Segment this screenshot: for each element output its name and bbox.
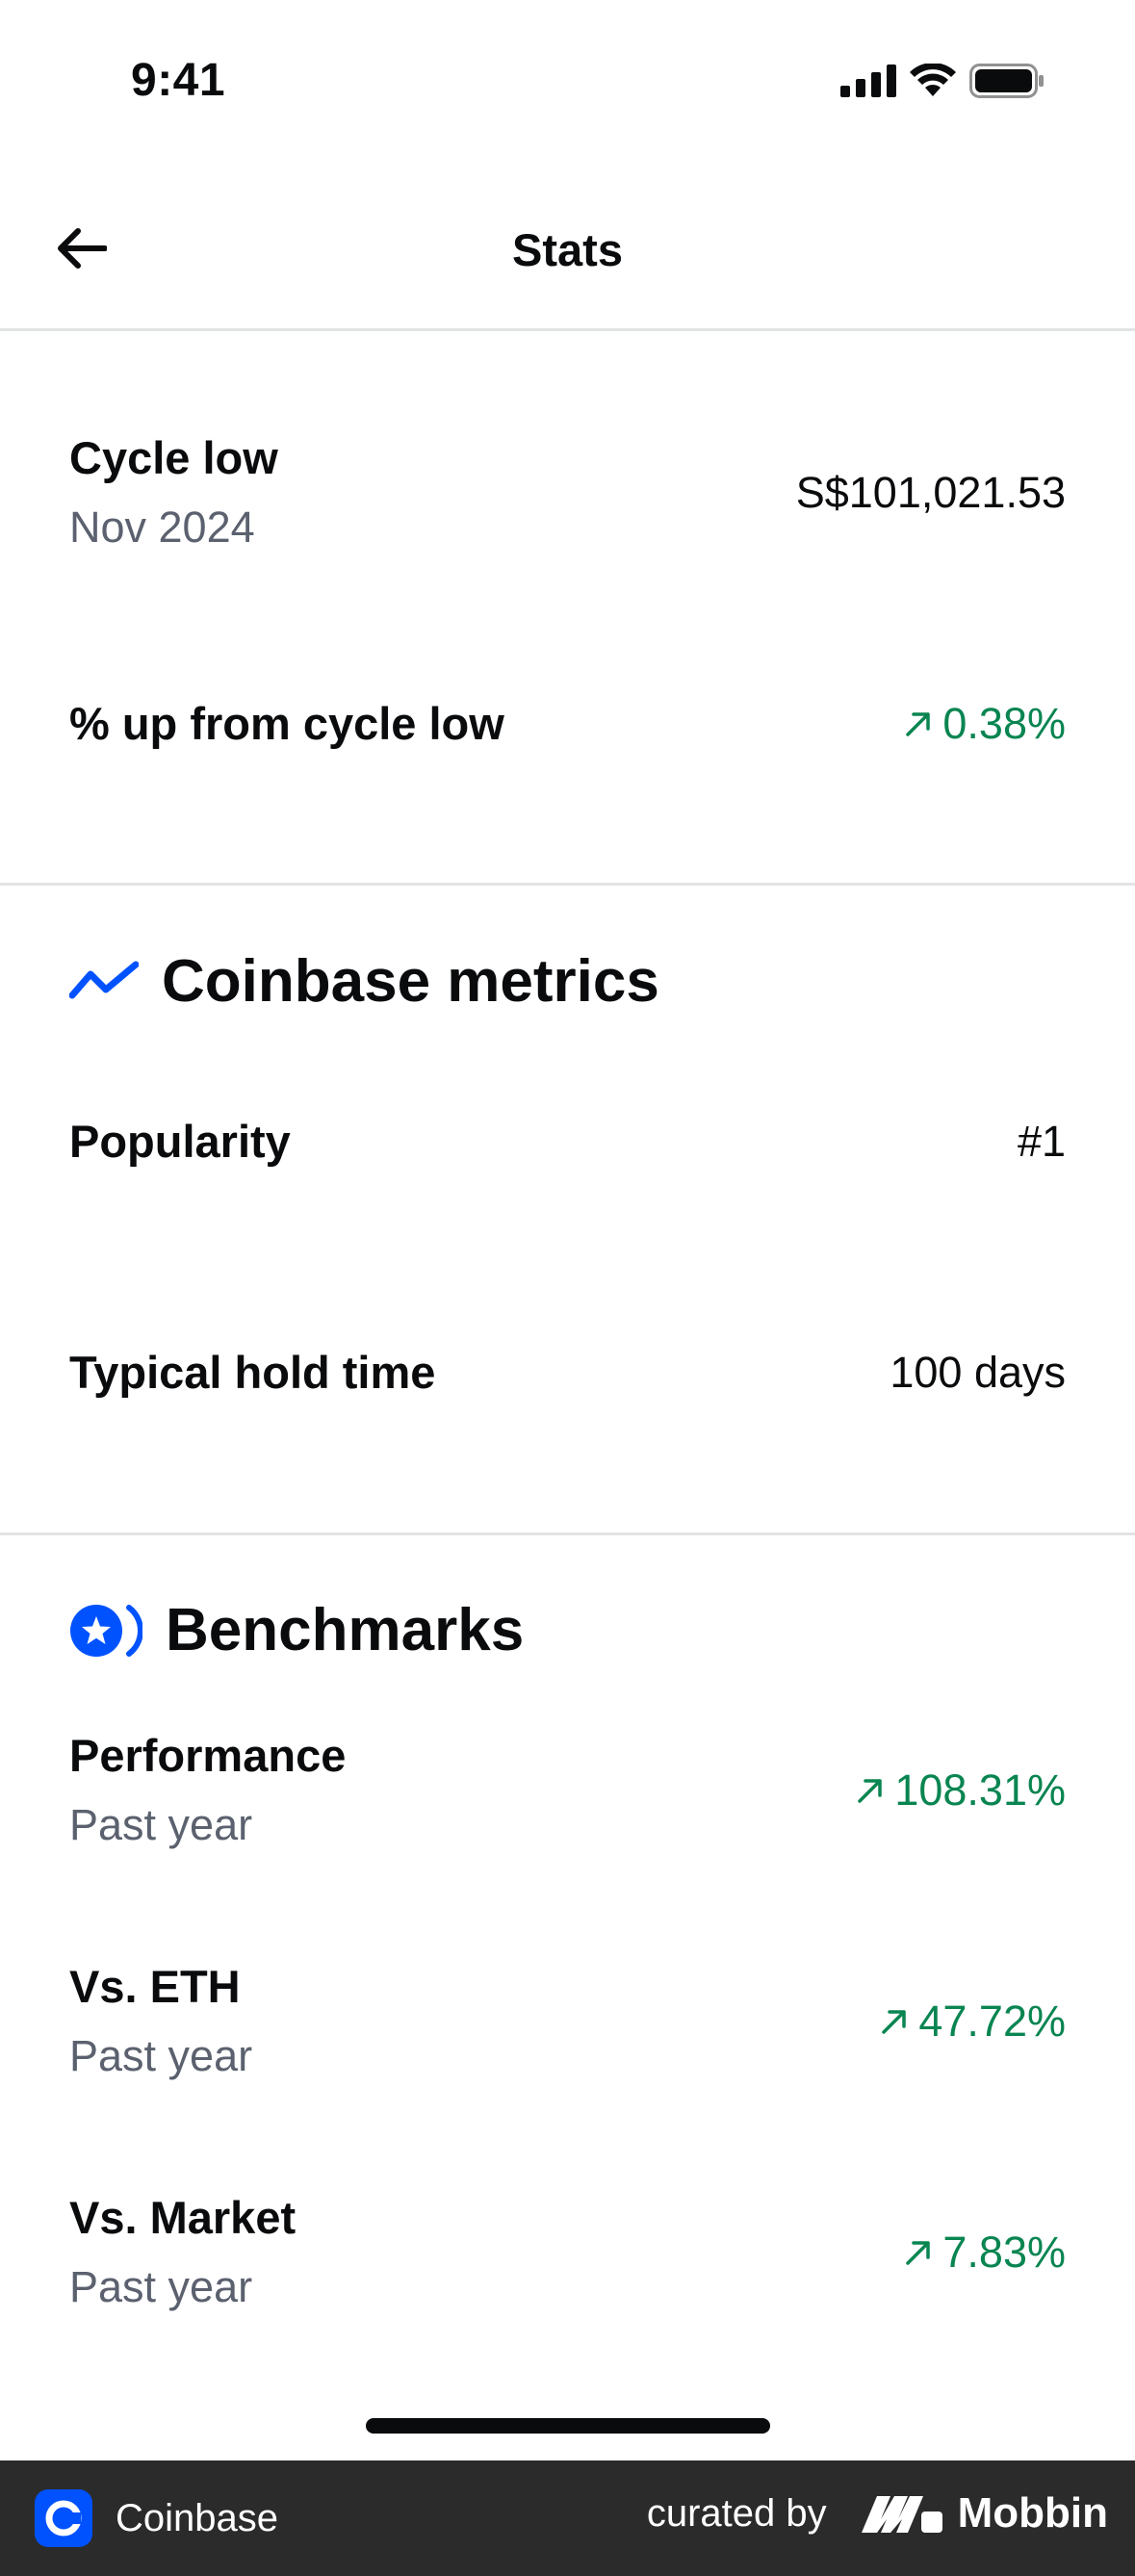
up-from-cycle-low-value: 0.38% xyxy=(904,699,1066,749)
back-button[interactable] xyxy=(50,218,112,279)
cycle-low-date: Nov 2024 xyxy=(69,502,255,552)
wifi-icon xyxy=(910,64,956,96)
benchmark-row-vs-market: Vs. Market Past year 7.83% xyxy=(69,2183,1066,2322)
hold-time-value: 100 days xyxy=(890,1348,1066,1397)
arrow-up-right-icon xyxy=(882,2010,907,2034)
coinbase-metrics-title: Coinbase metrics xyxy=(162,948,659,1015)
page-title: Stats xyxy=(512,224,623,275)
cycle-low-value: S$101,021.53 xyxy=(795,468,1066,517)
benchmark-text: Vs. ETH Past year xyxy=(69,1952,252,2091)
benchmark-value-text: 108.31% xyxy=(894,1765,1066,1815)
up-from-cycle-low-label: % up from cycle low xyxy=(69,698,504,749)
benchmark-value: 108.31% xyxy=(856,1765,1066,1816)
benchmarks-header: Benchmarks xyxy=(69,1596,524,1664)
coinbase-logo-icon xyxy=(35,2489,92,2547)
status-bar: 9:41 xyxy=(0,0,1135,164)
footer-app-name: Coinbase xyxy=(116,2496,279,2539)
hold-time-row: Typical hold time 100 days xyxy=(69,1338,1066,1407)
benchmark-sub: Past year xyxy=(69,2262,253,2311)
benchmark-text: Vs. Market Past year xyxy=(69,2183,296,2322)
mobbin-logo-icon xyxy=(861,2496,942,2533)
up-from-cycle-low-text: 0.38% xyxy=(942,699,1066,748)
footer-bar: Coinbase curated by Mobbin xyxy=(0,2460,1135,2576)
benchmark-label: Vs. Market xyxy=(69,2192,297,2243)
benchmark-text: Performance Past year xyxy=(69,1721,346,1860)
footer-right: curated by Mobbin xyxy=(647,2489,1108,2537)
benchmark-row-performance: Performance Past year 108.31% xyxy=(69,1721,1066,1860)
benchmark-label: Vs. ETH xyxy=(69,1961,241,2012)
arrow-up-right-icon xyxy=(906,712,931,736)
cycle-low-row: Cycle low Nov 2024 S$101,021.53 xyxy=(69,424,1066,562)
arrow-up-right-icon xyxy=(858,1779,883,1803)
arrow-up-right-icon xyxy=(906,2241,931,2265)
cycle-low-label: Cycle low xyxy=(69,432,278,483)
benchmark-value-text: 7.83% xyxy=(942,2228,1066,2277)
benchmark-label: Performance xyxy=(69,1730,347,1781)
benchmark-sub: Past year xyxy=(69,2031,253,2080)
footer-mobbin: Mobbin xyxy=(860,2489,1108,2537)
popularity-row: Popularity #1 xyxy=(69,1107,1066,1176)
benchmark-star-icon xyxy=(70,1604,142,1657)
footer-mobbin-label: Mobbin xyxy=(957,2489,1108,2537)
cycle-low-text: Cycle low Nov 2024 xyxy=(69,424,278,562)
arrow-left-icon xyxy=(58,228,107,269)
status-icons xyxy=(840,64,1045,98)
divider xyxy=(0,883,1135,886)
divider xyxy=(0,1533,1135,1535)
home-indicator xyxy=(366,2418,770,2434)
popularity-label: Popularity xyxy=(69,1116,291,1167)
benchmark-value-text: 47.72% xyxy=(918,1996,1066,2046)
footer-brand: Coinbase xyxy=(35,2489,278,2547)
coinbase-c-icon xyxy=(45,2500,82,2537)
footer-curated-label: curated by xyxy=(646,2491,827,2535)
coinbase-metrics-header: Coinbase metrics xyxy=(69,947,659,1016)
hold-time-label: Typical hold time xyxy=(69,1347,436,1398)
benchmarks-title: Benchmarks xyxy=(166,1597,525,1663)
header: Stats xyxy=(0,164,1135,331)
up-from-cycle-low-row: % up from cycle low 0.38% xyxy=(69,689,1066,759)
benchmark-value: 7.83% xyxy=(904,2228,1066,2278)
battery-icon xyxy=(969,64,1044,98)
benchmark-sub: Past year xyxy=(69,1800,253,1849)
benchmark-value: 47.72% xyxy=(880,1996,1066,2047)
signal-icon xyxy=(840,64,896,97)
trend-line-icon xyxy=(69,961,139,998)
benchmark-row-vs-eth: Vs. ETH Past year 47.72% xyxy=(69,1952,1066,2091)
popularity-value: #1 xyxy=(1017,1117,1066,1166)
status-time: 9:41 xyxy=(131,55,226,106)
